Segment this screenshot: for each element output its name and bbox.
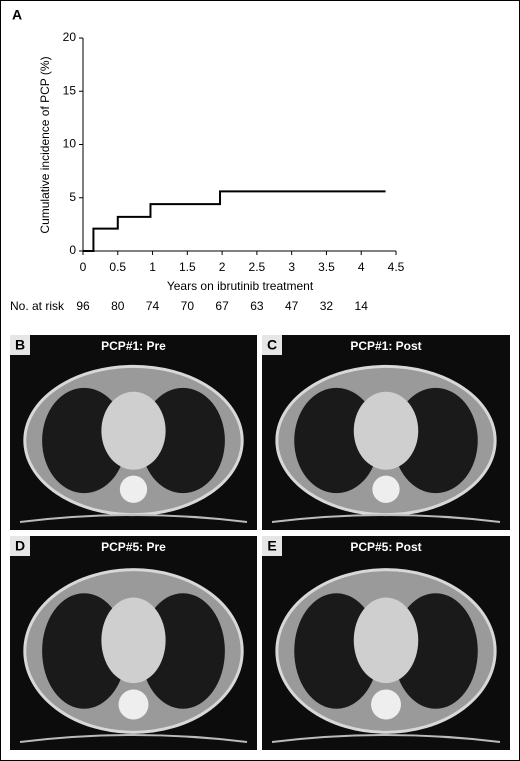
at-risk-value: 14 xyxy=(355,299,369,313)
panel-title: PCP#5: Post xyxy=(350,540,421,554)
ct-table xyxy=(271,734,501,743)
panel-label: B xyxy=(15,337,25,353)
x-tick-label: 2.5 xyxy=(249,260,266,274)
step-line xyxy=(83,190,386,252)
panel-label: C xyxy=(267,337,277,353)
x-tick-label: 4.5 xyxy=(388,260,405,274)
panel-title: PCP#1: Post xyxy=(350,339,421,353)
ct-spine xyxy=(372,475,400,503)
y-tick-label: 0 xyxy=(69,243,76,257)
panel-label: D xyxy=(15,538,25,554)
at-risk-value: 67 xyxy=(215,299,229,313)
ct-spine xyxy=(118,689,149,720)
x-tick-label: 3.5 xyxy=(318,260,335,274)
x-tick-label: 1 xyxy=(149,260,156,274)
ct-spine xyxy=(119,475,148,503)
ct-table xyxy=(19,514,248,523)
x-axis-title: Years on ibrutinib treatment xyxy=(167,279,314,293)
ct-mediastinum xyxy=(101,597,166,684)
ct-panel: D PCP#5: Pre xyxy=(10,536,257,750)
ct-mediastinum xyxy=(353,597,419,684)
ct-mediastinum xyxy=(101,391,166,470)
panel-label-box xyxy=(10,335,30,355)
at-risk-value: 74 xyxy=(146,299,160,313)
x-tick-label: 0 xyxy=(80,260,87,274)
at-risk-value: 96 xyxy=(76,299,90,313)
x-tick-label: 4 xyxy=(358,260,365,274)
panel-title: PCP#1: Pre xyxy=(101,339,166,353)
panel-label-box xyxy=(262,335,282,355)
panel-label-box xyxy=(262,536,282,556)
ct-panel: B PCP#1: Pre xyxy=(10,335,257,530)
at-risk-value: 63 xyxy=(250,299,264,313)
y-tick-label: 5 xyxy=(69,190,76,204)
panel-label-box xyxy=(10,536,30,556)
at-risk-value: 70 xyxy=(181,299,195,313)
panel-label: A xyxy=(12,7,22,23)
y-tick-label: 20 xyxy=(63,30,77,44)
y-axis-title: Cumulative incidence of PCP (%) xyxy=(38,56,52,233)
ct-table xyxy=(19,734,248,743)
ct-panel: E PCP#5: Post xyxy=(262,536,510,750)
panel-label: E xyxy=(267,538,276,554)
at-risk-value: 47 xyxy=(285,299,299,313)
panel-title: PCP#5: Pre xyxy=(101,540,166,554)
x-tick-label: 0.5 xyxy=(109,260,126,274)
ct-spine xyxy=(371,689,401,720)
ct-table xyxy=(271,514,501,523)
at-risk-value: 32 xyxy=(320,299,334,313)
at-risk-value: 80 xyxy=(111,299,125,313)
y-tick-label: 15 xyxy=(63,83,77,97)
x-tick-label: 1.5 xyxy=(179,260,196,274)
ct-mediastinum xyxy=(353,391,419,470)
at-risk-label: No. at risk xyxy=(10,299,65,313)
x-tick-label: 3 xyxy=(288,260,295,274)
y-tick-label: 10 xyxy=(63,137,77,151)
x-tick-label: 2 xyxy=(219,260,226,274)
ct-panel: C PCP#1: Post xyxy=(262,335,510,530)
